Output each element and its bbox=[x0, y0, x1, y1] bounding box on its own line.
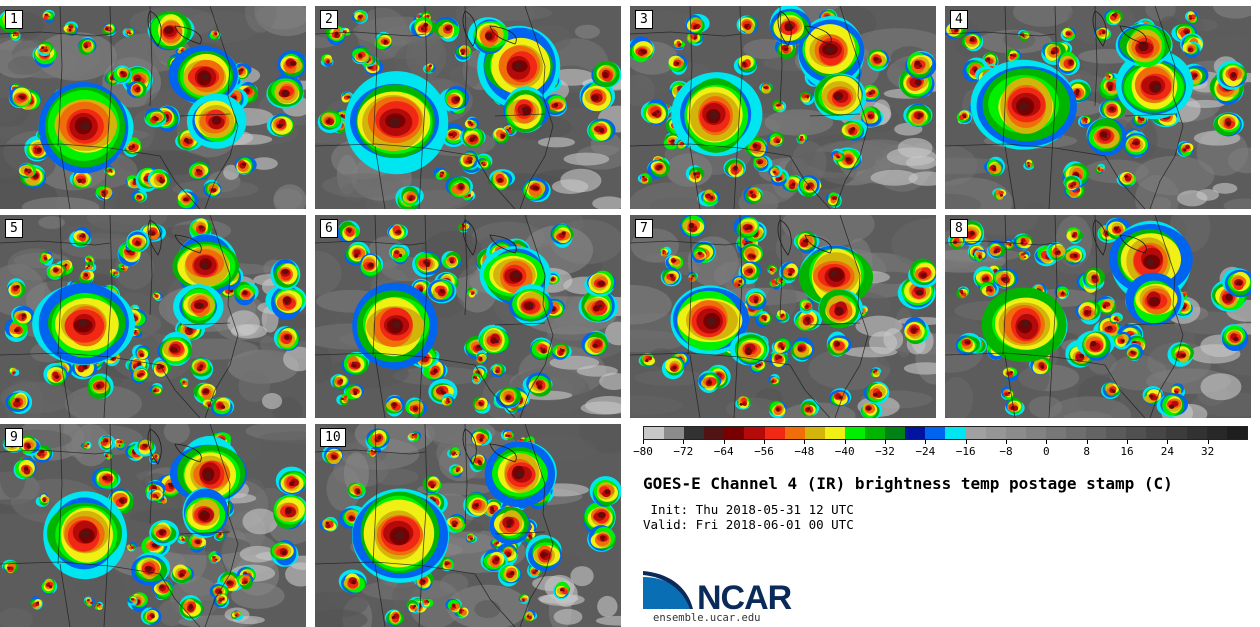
colorbar-segment bbox=[1106, 427, 1127, 439]
website-url: ensemble.ucar.edu bbox=[653, 612, 761, 624]
colorbar-segment bbox=[1025, 427, 1046, 439]
colorbar-tick bbox=[804, 440, 806, 444]
colorbar-segment bbox=[1065, 427, 1087, 439]
colorbar-segment bbox=[1045, 427, 1066, 439]
colorbar-segment bbox=[1226, 427, 1247, 439]
colorbar-segment bbox=[784, 427, 805, 439]
colorbar-tick bbox=[844, 440, 846, 444]
ensemble-member-panel: 3 bbox=[630, 6, 936, 209]
colorbar-ticks: −80 −72 −64 −56 −48 −40 −32 −24 −16 −8 0 8 16 24 32 bbox=[633, 440, 1248, 462]
ir-satellite-map bbox=[0, 6, 306, 209]
figure-title: GOES-E Channel 4 (IR) brightness temp po… bbox=[643, 474, 1173, 493]
colorbar-segment bbox=[804, 427, 825, 439]
colorbar-tick-label: 8 bbox=[1083, 445, 1090, 458]
colorbar-tick-label: −64 bbox=[713, 445, 734, 458]
panel-number-label: 8 bbox=[950, 219, 968, 238]
colorbar-tick bbox=[1127, 440, 1128, 444]
ir-satellite-map bbox=[0, 215, 306, 418]
colorbar-segment bbox=[1186, 427, 1207, 439]
colorbar-tick bbox=[1006, 440, 1007, 444]
init-time: Init: Thu 2018-05-31 12 UTC bbox=[643, 502, 854, 517]
ir-satellite-map bbox=[0, 424, 306, 627]
panel-number-label: 1 bbox=[5, 10, 23, 29]
ir-satellite-map bbox=[630, 215, 936, 418]
colorbar-tick bbox=[1207, 440, 1209, 444]
colorbar-tick-label: −32 bbox=[875, 445, 895, 458]
colorbar-tick-label: 24 bbox=[1160, 445, 1174, 458]
colorbar-tick bbox=[683, 440, 685, 444]
colorbar-segment bbox=[885, 427, 906, 439]
colorbar-segment bbox=[905, 427, 926, 439]
ir-satellite-map bbox=[315, 6, 621, 209]
ensemble-member-panel: 5 bbox=[0, 215, 306, 418]
colorbar-tick-label: −40 bbox=[834, 445, 855, 458]
colorbar-tick-label: −8 bbox=[999, 445, 1013, 458]
colorbar-segment bbox=[704, 427, 725, 439]
colorbar-segment bbox=[664, 427, 685, 439]
ir-satellite-map bbox=[945, 6, 1251, 209]
ensemble-member-panel: 6 bbox=[315, 215, 621, 418]
colorbar-tick bbox=[965, 440, 967, 444]
colorbar-segment bbox=[925, 427, 946, 439]
ensemble-member-panel: 9 bbox=[0, 424, 306, 627]
colorbar-tick bbox=[1167, 440, 1169, 444]
colorbar-segment bbox=[744, 427, 765, 439]
colorbar-tick bbox=[764, 440, 765, 444]
colorbar-segment bbox=[1146, 427, 1167, 439]
colorbar-tick bbox=[925, 440, 927, 444]
ir-satellite-map bbox=[945, 215, 1251, 418]
colorbar-segment bbox=[1005, 427, 1026, 439]
ensemble-member-panel: 4 bbox=[945, 6, 1251, 209]
colorbar-tick-label: 16 bbox=[1120, 445, 1134, 458]
colorbar-tick-label: −24 bbox=[915, 445, 936, 458]
panel-number-label: 9 bbox=[5, 428, 23, 447]
colorbar-tick-label: 32 bbox=[1201, 445, 1215, 458]
panel-number-label: 10 bbox=[320, 428, 346, 447]
colorbar-segment bbox=[684, 427, 705, 439]
colorbar-segment bbox=[1206, 427, 1227, 439]
valid-time: Valid: Fri 2018-06-01 00 UTC bbox=[643, 517, 854, 532]
colorbar bbox=[643, 426, 1248, 440]
ensemble-member-panel: 1 bbox=[0, 6, 306, 209]
colorbar-segment bbox=[945, 427, 966, 439]
panel-number-label: 5 bbox=[5, 219, 23, 238]
colorbar-tick-label: 0 bbox=[1043, 445, 1050, 458]
panel-number-label: 6 bbox=[320, 219, 338, 238]
colorbar-segment bbox=[644, 427, 665, 439]
colorbar-tick-label: −56 bbox=[754, 445, 774, 458]
colorbar-segment bbox=[764, 427, 785, 439]
logo-wordmark: NCAR bbox=[697, 579, 792, 617]
panel-number-label: 2 bbox=[320, 10, 338, 29]
panel-number-label: 3 bbox=[635, 10, 653, 29]
ensemble-member-panel: 10 bbox=[315, 424, 621, 627]
colorbar-segment bbox=[865, 427, 886, 439]
colorbar-segment bbox=[844, 427, 866, 439]
panel-number-label: 7 bbox=[635, 219, 653, 238]
ensemble-member-panel: 8 bbox=[945, 215, 1251, 418]
ir-satellite-map bbox=[630, 6, 936, 209]
colorbar-tick bbox=[885, 440, 886, 444]
colorbar-segment bbox=[965, 427, 986, 439]
colorbar-tick bbox=[723, 440, 725, 444]
colorbar-segment bbox=[1166, 427, 1187, 439]
ensemble-member-panel: 7 bbox=[630, 215, 936, 418]
colorbar-tick-label: −16 bbox=[955, 445, 976, 458]
panel-number-label: 4 bbox=[950, 10, 968, 29]
colorbar-segment bbox=[1086, 427, 1107, 439]
colorbar-tick-label: −48 bbox=[794, 445, 815, 458]
colorbar-tick-label: −72 bbox=[673, 445, 694, 458]
colorbar-tick bbox=[1046, 440, 1048, 444]
ncar-logo: NCAR bbox=[643, 571, 793, 617]
colorbar-tick bbox=[1086, 440, 1088, 444]
colorbar-segment bbox=[724, 427, 745, 439]
colorbar-segment bbox=[985, 427, 1006, 439]
colorbar-segment bbox=[1126, 427, 1147, 439]
colorbar-tick-label: −80 bbox=[633, 445, 653, 458]
ensemble-member-panel: 2 bbox=[315, 6, 621, 209]
colorbar-tick bbox=[643, 440, 644, 444]
ir-satellite-map bbox=[315, 215, 621, 418]
ir-satellite-map bbox=[315, 424, 621, 627]
colorbar-segment bbox=[824, 427, 845, 439]
